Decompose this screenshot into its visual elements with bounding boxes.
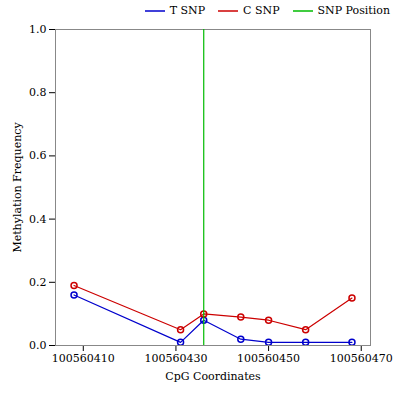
svg-text:0.0: 0.0 [29, 339, 47, 352]
svg-text:0.2: 0.2 [29, 276, 47, 289]
svg-text:CpG Coordinates: CpG Coordinates [165, 370, 261, 383]
svg-text:0.8: 0.8 [29, 86, 47, 99]
svg-text:0.4: 0.4 [29, 213, 47, 226]
svg-text:100560430: 100560430 [144, 352, 207, 365]
svg-text:100560450: 100560450 [237, 352, 300, 365]
svg-text:100560470: 100560470 [330, 352, 393, 365]
html-text:SNP Position: SNP Position [317, 4, 390, 17]
html-text:C SNP: C SNP [243, 4, 280, 17]
svg-text:1.0: 1.0 [29, 23, 47, 36]
html-text:T SNP: T SNP [169, 4, 206, 17]
svg-text:0.6: 0.6 [29, 149, 47, 162]
svg-text:100560410: 100560410 [52, 352, 115, 365]
svg-text:Methylation Frequency: Methylation Frequency [11, 122, 24, 253]
